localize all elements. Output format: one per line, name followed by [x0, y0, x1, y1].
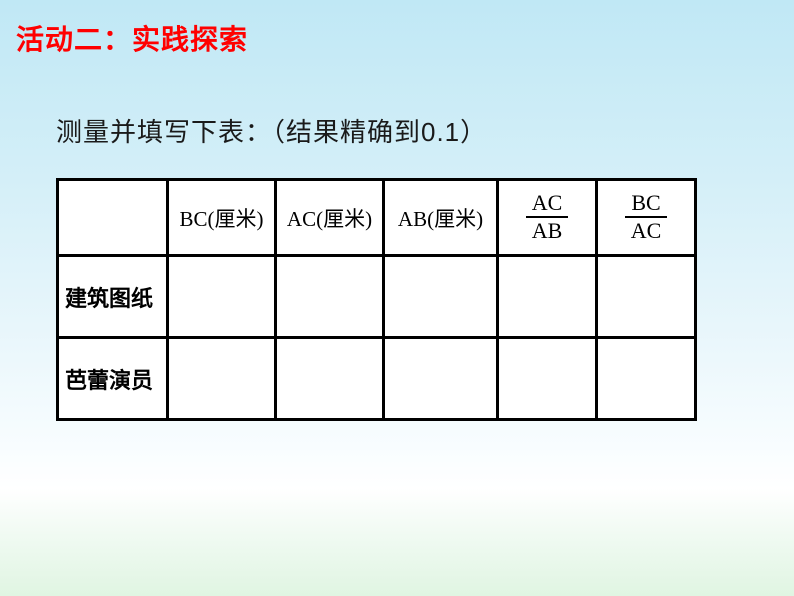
activity-title: 活动二：实践探索	[16, 18, 248, 58]
measurement-table-container: BC(厘米) AC(厘米) AB(厘米) AC AB BC AC 建筑图纸	[56, 178, 694, 421]
table-row: 芭蕾演员	[58, 338, 696, 420]
measurement-table: BC(厘米) AC(厘米) AB(厘米) AC AB BC AC 建筑图纸	[56, 178, 697, 421]
fraction-numerator: BC	[625, 191, 668, 218]
cell-building-ratio1	[498, 256, 597, 338]
fraction-bc-over-ac: BC AC	[625, 191, 668, 243]
header-ratio-ac-ab: AC AB	[498, 180, 597, 256]
instruction-text: 测量并填写下表：（结果精确到0.1）	[56, 112, 487, 149]
header-ac: AC(厘米)	[276, 180, 384, 256]
header-ratio-bc-ac: BC AC	[597, 180, 696, 256]
table-header-row: BC(厘米) AC(厘米) AB(厘米) AC AB BC AC	[58, 180, 696, 256]
cell-ballet-ratio1	[498, 338, 597, 420]
cell-ballet-ab	[384, 338, 498, 420]
fraction-denominator: AC	[625, 218, 668, 243]
cell-ballet-bc	[168, 338, 276, 420]
cell-building-ac	[276, 256, 384, 338]
cell-building-bc	[168, 256, 276, 338]
fraction-numerator: AC	[526, 191, 569, 218]
cell-ballet-ac	[276, 338, 384, 420]
cell-building-ratio2	[597, 256, 696, 338]
header-blank	[58, 180, 168, 256]
header-bc: BC(厘米)	[168, 180, 276, 256]
row-label-building: 建筑图纸	[58, 256, 168, 338]
header-ab: AB(厘米)	[384, 180, 498, 256]
fraction-denominator: AB	[526, 218, 569, 243]
row-label-ballet: 芭蕾演员	[58, 338, 168, 420]
cell-ballet-ratio2	[597, 338, 696, 420]
table-row: 建筑图纸	[58, 256, 696, 338]
cell-building-ab	[384, 256, 498, 338]
fraction-ac-over-ab: AC AB	[526, 191, 569, 243]
